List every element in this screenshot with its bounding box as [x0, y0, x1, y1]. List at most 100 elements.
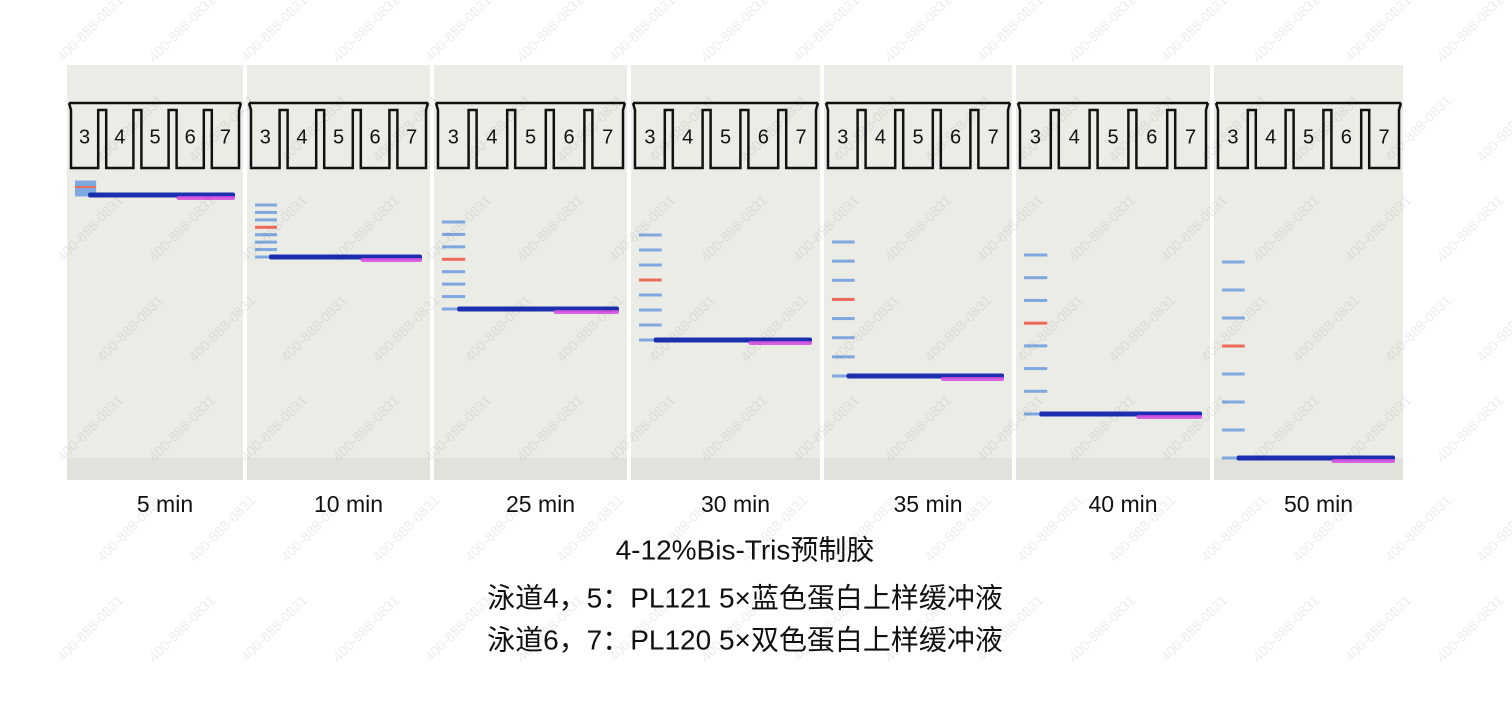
lane-label: 4: [114, 126, 125, 148]
lane-label: 7: [220, 126, 231, 148]
comb: [247, 101, 430, 170]
watermark: 400-888-0831: [53, 0, 126, 65]
watermark: 400-888-0831: [421, 592, 494, 665]
ladder-band: [1024, 367, 1048, 371]
watermark: 400-888-0831: [973, 0, 1046, 65]
gel-background: [1214, 65, 1403, 480]
ladder-band: [1222, 428, 1245, 432]
ladder-band: [1222, 260, 1245, 264]
lane-label: 3: [1030, 126, 1041, 148]
lane-label: 5: [1107, 126, 1118, 148]
gel-panel: 3 4 5 6 7 30 min: [631, 65, 820, 517]
ladder-band: [639, 338, 662, 342]
watermark: 400-888-0831: [1433, 192, 1506, 265]
ladder-band: [832, 336, 855, 340]
ladder-band: [75, 180, 97, 184]
ladder-band: [832, 259, 855, 263]
ladder-band: [832, 317, 855, 321]
ladder-band: [1222, 344, 1245, 348]
lane-label: 7: [406, 126, 417, 148]
watermark: 400-888-0831: [329, 0, 402, 65]
lane-label: 5: [912, 126, 923, 148]
watermark: 400-888-0831: [93, 492, 166, 565]
ladder-band: [442, 232, 466, 236]
ladder-band: [442, 282, 466, 286]
lane-label: 6: [950, 126, 961, 148]
caption-line: 泳道6，7：PL120 5×双色蛋白上样缓冲液: [487, 624, 1003, 655]
ladder-band: [1024, 253, 1048, 257]
ladder-band: [1024, 344, 1048, 348]
gel-background: [631, 65, 820, 480]
ladder-band: [1222, 316, 1245, 320]
watermark: 400-888-0831: [697, 0, 770, 65]
gel-panels: 3 4 5 6 7 5 min 3 4 5 6 7 10 min 3 4 5 6 7 25 min 3 4 5 6 7 30 …: [67, 65, 1403, 517]
time-label: 30 min: [701, 491, 770, 517]
ladder-band: [255, 203, 277, 207]
comb: [1214, 101, 1403, 170]
ladder-band: [1222, 372, 1245, 376]
ladder-band: [442, 307, 466, 311]
watermark: 400-888-0831: [1013, 492, 1086, 565]
ladder-band: [639, 278, 662, 282]
ladder-band: [1024, 412, 1048, 416]
ladder-band: [75, 187, 97, 191]
watermark: 400-888-0831: [185, 492, 258, 565]
gel-foot: [67, 458, 243, 480]
watermark: 400-888-0831: [421, 0, 494, 65]
ladder-band: [75, 186, 97, 190]
gel-background: [247, 65, 430, 480]
gel-background: [824, 65, 1012, 480]
gel-foot: [247, 458, 430, 480]
watermark: 400-888-0831: [1249, 0, 1322, 65]
watermark: 400-888-0831: [1433, 592, 1506, 665]
ladder-band: [639, 323, 662, 327]
ladder-band: [1024, 276, 1048, 280]
ladder-band: [442, 220, 466, 224]
caption-title: 4-12%Bis-Tris预制胶: [616, 534, 875, 565]
ladder-band: [639, 263, 662, 267]
ladder-band: [255, 248, 277, 252]
ladder-band: [639, 233, 662, 237]
time-label: 5 min: [137, 491, 193, 517]
lane-label: 6: [1341, 126, 1352, 148]
ladder-band: [75, 189, 97, 193]
watermark: 400-888-0831: [1249, 592, 1322, 665]
ladder-band: [255, 240, 277, 244]
lane-label: 3: [1227, 126, 1238, 148]
watermark: 400-888-0831: [1065, 592, 1138, 665]
time-label: 35 min: [893, 491, 962, 517]
dual-color-band: [553, 310, 619, 314]
gel-panel: 3 4 5 6 7 5 min: [67, 65, 243, 517]
ladder-band: [639, 293, 662, 297]
dual-color-band: [176, 196, 235, 200]
gel-panel: 3 4 5 6 7 40 min: [1016, 65, 1210, 517]
comb: [67, 101, 243, 170]
ladder-band: [255, 255, 277, 259]
gel-foot: [824, 458, 1012, 480]
ladder-band: [442, 295, 466, 299]
gel-panel: 3 4 5 6 7 25 min: [434, 65, 627, 517]
ladder-band: [255, 233, 277, 237]
lane-label: 5: [333, 126, 344, 148]
dual-color-band: [1136, 415, 1202, 419]
watermark: 400-888-0831: [881, 0, 954, 65]
lane-label: 5: [149, 126, 160, 148]
lane-label: 6: [1146, 126, 1157, 148]
watermark: 400-888-0831: [145, 0, 218, 65]
gel-background: [67, 65, 243, 480]
ladder-band: [75, 184, 97, 188]
watermark: 400-888-0831: [1157, 0, 1230, 65]
lane-label: 3: [260, 126, 271, 148]
watermark: 400-888-0831: [237, 0, 310, 65]
ladder-band: [1024, 298, 1048, 302]
lane-label: 6: [370, 126, 381, 148]
ladder-band: [832, 240, 855, 244]
dual-color-band: [1331, 459, 1395, 463]
lane-label: 5: [720, 126, 731, 148]
ladder-band: [639, 248, 662, 252]
watermark: 400-888-0831: [145, 592, 218, 665]
dual-color-band: [748, 341, 812, 345]
lane-label: 3: [79, 126, 90, 148]
ladder-band: [255, 210, 277, 214]
ladder-band: [1024, 389, 1048, 393]
